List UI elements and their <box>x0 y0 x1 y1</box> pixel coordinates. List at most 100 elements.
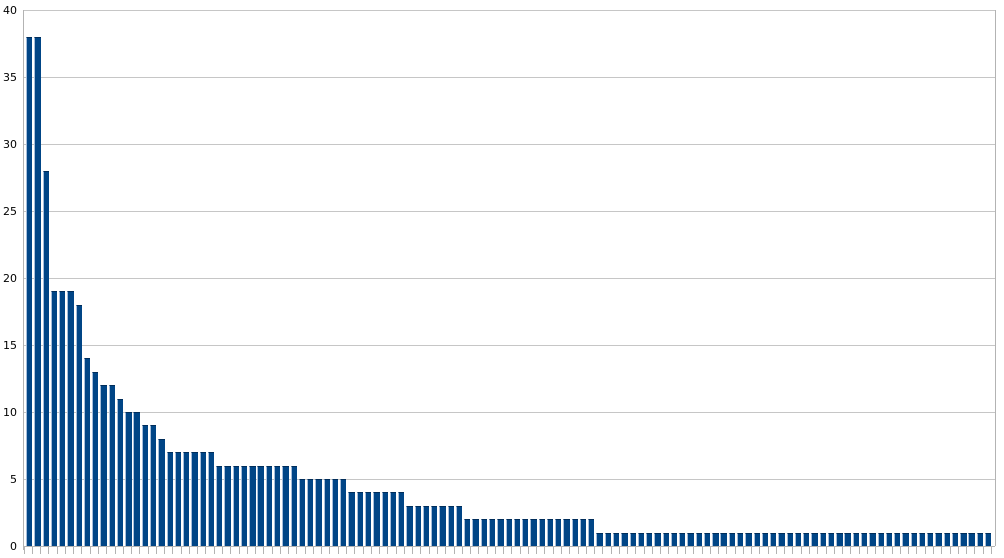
bar[interactable] <box>505 519 512 546</box>
bar[interactable] <box>150 425 157 546</box>
bar[interactable] <box>571 519 578 546</box>
bar[interactable] <box>654 532 661 546</box>
bar[interactable] <box>770 532 777 546</box>
bar[interactable] <box>604 532 612 546</box>
bar[interactable] <box>249 465 256 546</box>
bar[interactable] <box>282 465 289 546</box>
bar[interactable] <box>852 532 860 546</box>
bar[interactable] <box>422 505 430 546</box>
bar[interactable] <box>414 505 421 546</box>
bar[interactable] <box>158 438 165 546</box>
bar[interactable] <box>480 519 487 546</box>
bar[interactable] <box>447 505 454 546</box>
bar[interactable] <box>918 532 926 546</box>
bar[interactable] <box>720 532 727 546</box>
bar[interactable] <box>778 532 785 546</box>
bar[interactable] <box>331 479 339 546</box>
bar[interactable] <box>794 532 802 546</box>
bar[interactable] <box>819 532 826 546</box>
bar[interactable] <box>712 532 719 546</box>
bar[interactable] <box>646 532 653 546</box>
bar[interactable] <box>50 291 58 546</box>
bar[interactable] <box>381 492 388 546</box>
bar[interactable] <box>100 385 107 546</box>
bar[interactable] <box>728 532 736 546</box>
bar[interactable] <box>530 519 537 546</box>
bar[interactable] <box>108 385 115 546</box>
bar[interactable] <box>951 532 959 546</box>
bar[interactable] <box>927 532 934 546</box>
bar[interactable] <box>761 532 769 546</box>
bar[interactable] <box>298 479 306 546</box>
bar[interactable] <box>612 532 620 546</box>
bar[interactable] <box>59 291 66 546</box>
bar[interactable] <box>290 465 297 546</box>
bar[interactable] <box>265 465 273 546</box>
bar[interactable] <box>976 532 984 546</box>
bar[interactable] <box>216 465 223 546</box>
bar[interactable] <box>34 36 41 546</box>
bar[interactable] <box>191 452 198 546</box>
bar[interactable] <box>92 371 99 546</box>
bar[interactable] <box>579 519 587 546</box>
bar[interactable] <box>83 358 91 546</box>
bar[interactable] <box>133 412 140 546</box>
bar[interactable] <box>240 465 248 546</box>
bar[interactable] <box>26 36 33 546</box>
bar[interactable] <box>431 505 438 546</box>
bar[interactable] <box>629 532 636 546</box>
bar[interactable] <box>753 532 760 546</box>
bar[interactable] <box>538 519 545 546</box>
bar[interactable] <box>373 492 380 546</box>
bar[interactable] <box>232 465 239 546</box>
bar[interactable] <box>364 492 372 546</box>
bar[interactable] <box>389 492 397 546</box>
bar[interactable] <box>67 291 74 546</box>
bar[interactable] <box>679 532 686 546</box>
bar[interactable] <box>307 479 314 546</box>
bar[interactable] <box>513 519 521 546</box>
bar[interactable] <box>546 519 554 546</box>
bar[interactable] <box>472 519 479 546</box>
bar[interactable] <box>827 532 835 546</box>
bar[interactable] <box>662 532 669 546</box>
bar[interactable] <box>555 519 562 546</box>
bar[interactable] <box>985 532 992 546</box>
bar[interactable] <box>687 532 694 546</box>
bar[interactable] <box>703 532 711 546</box>
bar[interactable] <box>348 492 355 546</box>
bar[interactable] <box>257 465 264 546</box>
bar[interactable] <box>935 532 942 546</box>
bar[interactable] <box>522 519 529 546</box>
bar[interactable] <box>497 519 504 546</box>
bar[interactable] <box>968 532 975 546</box>
bar[interactable] <box>141 425 149 546</box>
bar[interactable] <box>75 304 82 546</box>
bar[interactable] <box>340 479 347 546</box>
bar[interactable] <box>42 170 49 546</box>
bar[interactable] <box>116 398 124 546</box>
bar[interactable] <box>943 532 950 546</box>
bar[interactable] <box>836 532 843 546</box>
bar[interactable] <box>960 532 967 546</box>
bar[interactable] <box>910 532 917 546</box>
bar[interactable] <box>199 452 206 546</box>
bar[interactable] <box>455 505 463 546</box>
bar[interactable] <box>745 532 752 546</box>
bar[interactable] <box>737 532 744 546</box>
bar[interactable] <box>323 479 330 546</box>
bar[interactable] <box>786 532 793 546</box>
bar[interactable] <box>861 532 868 546</box>
bar[interactable] <box>166 452 173 546</box>
bar[interactable] <box>885 532 893 546</box>
bar[interactable] <box>398 492 405 546</box>
bar[interactable] <box>637 532 645 546</box>
bar[interactable] <box>406 505 413 546</box>
bar[interactable] <box>464 519 471 546</box>
bar[interactable] <box>811 532 818 546</box>
bar[interactable] <box>894 532 901 546</box>
bar[interactable] <box>877 532 884 546</box>
bar[interactable] <box>183 452 190 546</box>
bar[interactable] <box>902 532 909 546</box>
bar[interactable] <box>695 532 702 546</box>
